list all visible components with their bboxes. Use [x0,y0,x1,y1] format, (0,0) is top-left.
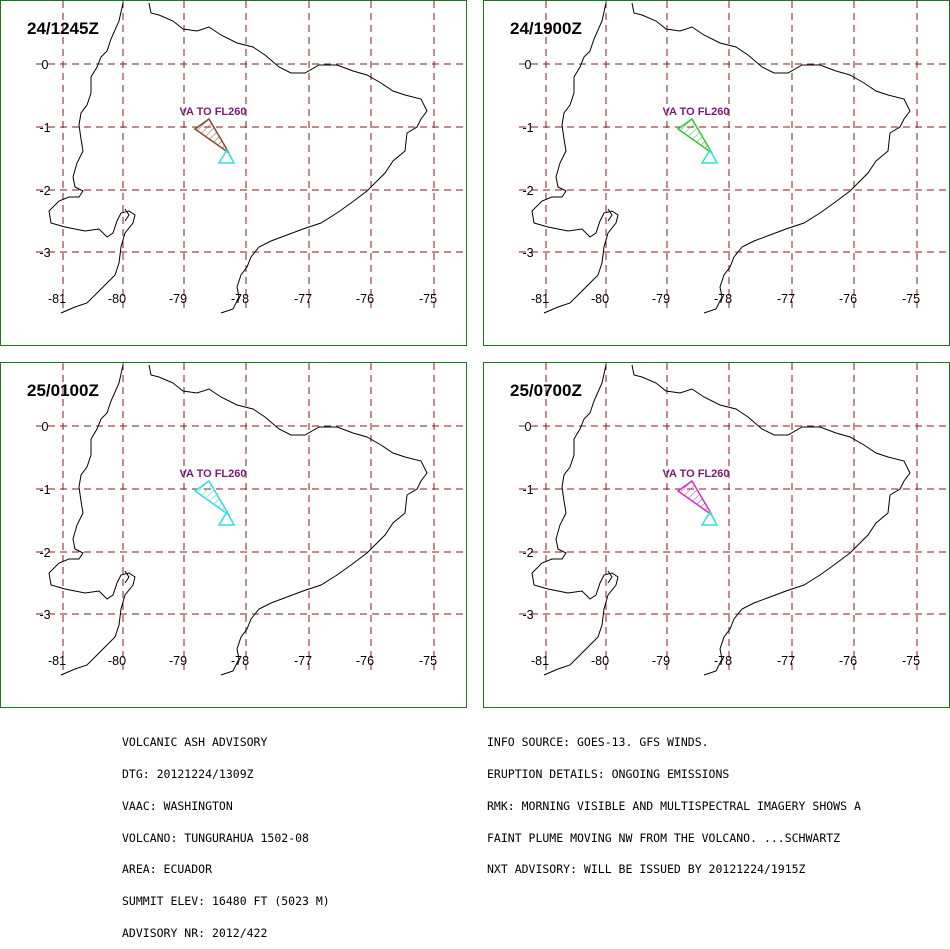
map-panel-4: 0 -1 -2 -3 -81 -80 -79 -78 -77 -76 -75 VA TO FL260 … [483,362,950,708]
lon-label: -81 [48,654,66,668]
lat-label: -2 [522,546,533,560]
lon-label: -77 [294,292,312,306]
lon-label: -78 [714,654,732,668]
ash-plume [193,479,230,516]
lat-label: 0 [525,58,532,72]
lat-label: -1 [522,121,533,135]
advisory-right-line: NXT ADVISORY: WILL BE ISSUED BY 20121224… [487,862,806,877]
lon-label: -75 [902,654,920,668]
advisory-left-text: VOLCANIC ASH ADVISORY DTG: 20121224/1309… [122,716,330,949]
lon-label: -76 [356,654,374,668]
lat-label: 0 [42,58,49,72]
advisory-left-line: VOLCANIC ASH ADVISORY [122,735,268,750]
lon-label: -79 [652,654,670,668]
lon-label: -79 [169,654,187,668]
map-panel-1: 0 -1 -2 -3 -81 -80 -79 -78 -77 -76 -75 VA TO FL260 … [0,0,467,346]
country-border [148,364,428,676]
advisory-left-line: ADVISORY NR: 2012/422 [122,925,268,940]
plume-label: VA TO FL260 [179,468,246,480]
island [607,570,613,584]
lon-label: -80 [591,654,609,668]
coastline [48,2,136,314]
lat-label: -3 [39,246,50,260]
ash-plume [676,117,713,154]
ash-plume [676,479,713,516]
country-border [148,2,428,314]
lon-label: -79 [169,292,187,306]
advisory-right-text: INFO SOURCE: GOES-13. GFS WINDS. ERUPTIO… [487,716,861,886]
lat-label: -3 [39,608,50,622]
advisory-right-line: ERUPTION DETAILS: ONGOING EMISSIONS [487,766,730,781]
coastline [48,364,136,676]
lat-label: -1 [39,121,50,135]
lat-label: 0 [525,420,532,434]
advisory-right-line: INFO SOURCE: GOES-13. GFS WINDS. [487,735,709,750]
lat-label: -2 [39,184,50,198]
lat-label: -3 [522,608,533,622]
lat-label: -1 [39,483,50,497]
lon-label: -78 [231,654,249,668]
island [124,570,130,584]
coastline [531,2,619,314]
map-panel-2: 0 -1 -2 -3 -81 -80 -79 -78 -77 -76 -75 VA TO FL260 … [483,0,950,346]
lon-label: -75 [419,292,437,306]
map-panel-3: 0 -1 -2 -3 -81 -80 -79 -78 -77 -76 -75 VA TO FL260 … [0,362,467,708]
lat-label: -2 [522,184,533,198]
lat-label: 0 [42,420,49,434]
map-svg-4: 0 -1 -2 -3 -81 -80 -79 -78 -77 -76 -75 VA TO FL260 [519,363,946,676]
map-svg-3: 0 -1 -2 -3 -81 -80 -79 -78 -77 -76 -75 VA TO FL260 [36,363,463,676]
lon-label: -80 [591,292,609,306]
lon-label: -77 [777,292,795,306]
lon-label: -75 [902,292,920,306]
plume-label: VA TO FL260 [662,106,729,118]
lon-label: -80 [108,654,126,668]
island [124,208,130,222]
advisory-left-line: VOLCANO: TUNGURAHUA 1502-08 [122,830,309,845]
panel-time-2: 24/1900Z [510,19,582,38]
lon-label: -81 [531,292,549,306]
map-svg-2: 0 -1 -2 -3 -81 -80 -79 -78 -77 -76 -75 VA TO FL260 [519,1,946,314]
volcano-marker [700,510,719,526]
plume-label: VA TO FL260 [662,468,729,480]
map-svg-1: 0 -1 -2 -3 -81 -80 -79 -78 -77 -76 -75 VA TO FL260 [36,1,463,314]
lon-label: -77 [294,654,312,668]
lon-label: -79 [652,292,670,306]
panel-time-3: 25/0100Z [27,381,99,400]
island [607,208,613,222]
coastline [531,364,619,676]
country-border [631,364,911,676]
lon-label: -78 [714,292,732,306]
plume-label: VA TO FL260 [179,106,246,118]
country-border [631,2,911,314]
lon-label: -77 [777,654,795,668]
lon-label: -76 [839,292,857,306]
advisory-left-line: AREA: ECUADOR [122,862,213,877]
lat-label: -2 [39,546,50,560]
advisory-right-line: RMK: MORNING VISIBLE AND MULTISPECTRAL I… [487,798,861,813]
advisory-right-line: FAINT PLUME MOVING NW FROM THE VOLCANO. … [487,830,841,845]
volcano-marker [217,510,236,526]
lon-label: -78 [231,292,249,306]
lat-label: -3 [522,246,533,260]
ash-plume [193,117,230,154]
lon-label: -75 [419,654,437,668]
advisory-left-line: VAAC: WASHINGTON [122,798,233,813]
lon-label: -76 [839,654,857,668]
lon-label: -76 [356,292,374,306]
lat-label: -1 [522,483,533,497]
panel-time-1: 24/1245Z [27,19,99,38]
advisory-left-line: DTG: 20121224/1309Z [122,766,254,781]
lon-label: -81 [531,654,549,668]
lon-label: -80 [108,292,126,306]
lon-label: -81 [48,292,66,306]
advisory-left-line: SUMMIT ELEV: 16480 FT (5023 M) [122,894,330,909]
volcano-marker [700,148,719,164]
volcano-marker [217,148,236,164]
panel-time-4: 25/0700Z [510,381,582,400]
